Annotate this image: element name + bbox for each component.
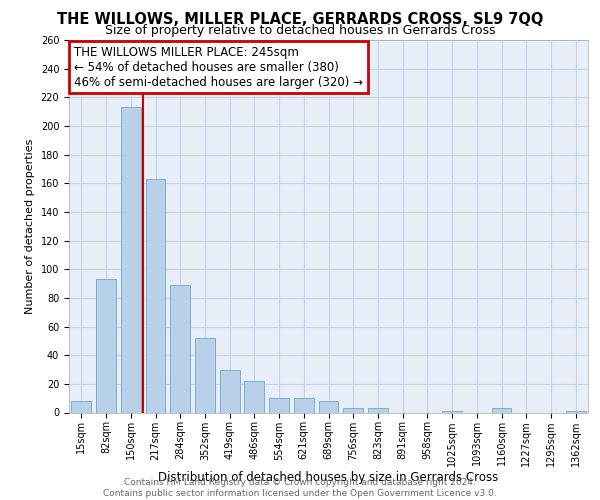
Bar	[195, 338, 215, 412]
Bar	[491, 408, 511, 412]
Bar	[220, 370, 239, 412]
Text: Contains HM Land Registry data © Crown copyright and database right 2024.
Contai: Contains HM Land Registry data © Crown c…	[103, 478, 497, 498]
Bar	[121, 108, 140, 412]
Bar	[71, 401, 91, 412]
Bar	[244, 381, 264, 412]
Y-axis label: Number of detached properties: Number of detached properties	[25, 138, 35, 314]
Bar	[319, 401, 338, 412]
Bar	[170, 285, 190, 412]
Text: THE WILLOWS MILLER PLACE: 245sqm
← 54% of detached houses are smaller (380)
46% : THE WILLOWS MILLER PLACE: 245sqm ← 54% o…	[74, 46, 363, 88]
Bar	[294, 398, 314, 412]
Text: THE WILLOWS, MILLER PLACE, GERRARDS CROSS, SL9 7QQ: THE WILLOWS, MILLER PLACE, GERRARDS CROS…	[57, 12, 543, 28]
Bar	[442, 411, 462, 412]
Bar	[343, 408, 363, 412]
Bar	[269, 398, 289, 412]
Text: Size of property relative to detached houses in Gerrards Cross: Size of property relative to detached ho…	[105, 24, 495, 37]
Bar	[566, 411, 586, 412]
X-axis label: Distribution of detached houses by size in Gerrards Cross: Distribution of detached houses by size …	[158, 472, 499, 484]
Bar	[146, 179, 166, 412]
Bar	[368, 408, 388, 412]
Bar	[96, 280, 116, 412]
